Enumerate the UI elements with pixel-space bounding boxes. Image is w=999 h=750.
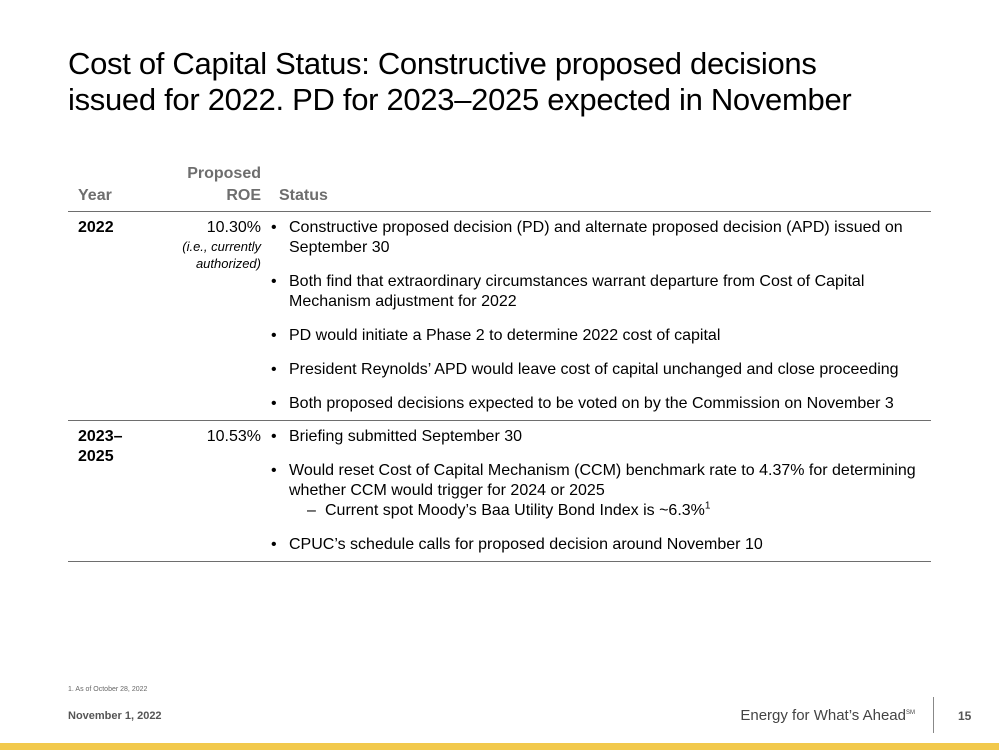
header-year: Year <box>78 187 112 204</box>
slide-title: Cost of Capital Status: Constructive pro… <box>68 46 948 118</box>
header-roe-line-1: Proposed <box>187 165 261 182</box>
status-bullet: Constructive proposed decision (PD) and … <box>269 218 930 258</box>
status-bullet: PD would initiate a Phase 2 to determine… <box>269 326 930 346</box>
sub-bullet-text: Current spot Moody’s Baa Utility Bond In… <box>325 502 705 519</box>
row-status-2023-2025: Briefing submitted September 30 Would re… <box>269 421 931 562</box>
footnote: 1. As of October 28, 2022 <box>68 686 148 693</box>
status-bullet-list: Constructive proposed decision (PD) and … <box>269 218 930 414</box>
footer-divider <box>933 697 934 733</box>
page-number: 15 <box>958 709 972 723</box>
status-bullet: Both find that extraordinary circumstanc… <box>269 272 930 312</box>
year-line-1: 2023– <box>78 428 123 445</box>
brand-tagline: Energy for What’s AheadSM <box>740 707 915 724</box>
slide-title-line-1: Cost of Capital Status: Constructive pro… <box>68 46 817 81</box>
cost-of-capital-table: Year Proposed ROE Status 2022 10.30% (i.… <box>68 163 931 562</box>
header-status: Status <box>279 187 328 204</box>
year-line-2: 2025 <box>78 448 114 465</box>
row-year-2023-2025: 2023– 2025 <box>68 421 168 562</box>
table-header-row: Year Proposed ROE Status <box>68 163 931 212</box>
row-status-2022: Constructive proposed decision (PD) and … <box>269 212 931 421</box>
footnote-marker: 1 <box>704 500 711 512</box>
tagline-text: Energy for What’s Ahead <box>740 707 906 724</box>
status-sub-bullet: Current spot Moody’s Baa Utility Bond In… <box>307 501 930 521</box>
status-bullet: Would reset Cost of Capital Mechanism (C… <box>269 461 930 521</box>
header-proposed-roe: Proposed ROE <box>168 163 269 212</box>
roe-value: 10.30% <box>206 219 261 236</box>
status-bullet-text: Would reset Cost of Capital Mechanism (C… <box>289 462 916 499</box>
footer-date: November 1, 2022 <box>68 710 162 722</box>
roe-note-line-2: authorized) <box>195 256 261 271</box>
status-bullet: Both proposed decisions expected to be v… <box>269 394 930 414</box>
service-mark: SM <box>906 710 915 716</box>
slide-title-line-2: issued for 2022. PD for 2023–2025 expect… <box>68 82 852 117</box>
status-bullet-list: Briefing submitted September 30 Would re… <box>269 427 930 555</box>
roe-note-line-1: (i.e., currently <box>182 239 261 254</box>
table-row: 2023– 2025 10.53% Briefing submitted Sep… <box>68 421 931 562</box>
accent-bar <box>0 743 999 750</box>
row-year-2022: 2022 <box>78 219 114 236</box>
table-row: 2022 10.30% (i.e., currently authorized)… <box>68 212 931 421</box>
status-bullet: President Reynolds’ APD would leave cost… <box>269 360 930 380</box>
row-roe-2023-2025: 10.53% <box>206 428 261 445</box>
status-bullet: CPUC’s schedule calls for proposed decis… <box>269 535 930 555</box>
header-roe-line-2: ROE <box>226 187 261 204</box>
row-roe-2022: 10.30% (i.e., currently authorized) <box>168 212 269 421</box>
status-bullet: Briefing submitted September 30 <box>269 427 930 447</box>
